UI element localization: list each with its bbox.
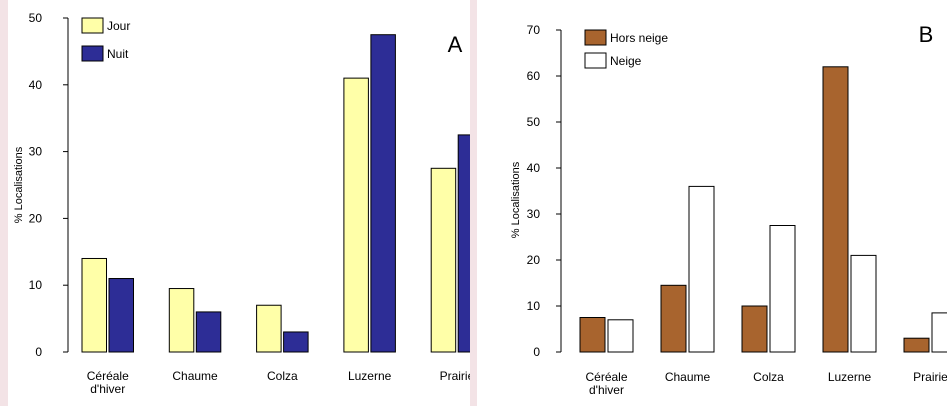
legend-label: Neige <box>610 54 642 68</box>
x-category-label: Colza <box>267 369 298 383</box>
panel-label: B <box>919 22 934 47</box>
bar <box>108 278 134 353</box>
bar <box>822 66 849 353</box>
x-category-label: Céréale <box>87 369 129 383</box>
legend-label: Jour <box>107 19 130 33</box>
legend-label: Hors neige <box>610 31 668 45</box>
y-tick-label: 60 <box>527 69 541 83</box>
bar <box>343 77 369 353</box>
x-category-label: Chaume <box>665 370 711 384</box>
x-category-label: Prairie <box>913 370 947 384</box>
x-category-label: d'hiver <box>589 383 624 397</box>
panel-background <box>8 0 470 406</box>
panel-label: A <box>448 32 463 57</box>
y-tick-label: 40 <box>29 78 43 92</box>
bar <box>457 134 470 353</box>
y-tick-label: 30 <box>29 145 43 159</box>
bar <box>903 337 930 353</box>
chart-panel-a: 0 10 20 30 40 50 % Localisations Céréaled'hiver… <box>8 0 470 406</box>
bar <box>660 284 687 353</box>
legend-swatch <box>81 17 104 34</box>
x-category-label: Céréale <box>585 370 627 384</box>
bar <box>931 312 947 353</box>
x-category-label: Prairie <box>440 369 470 383</box>
x-category-label: Colza <box>753 370 784 384</box>
bar <box>283 331 309 353</box>
y-tick-label: 50 <box>29 11 43 25</box>
legend-swatch <box>584 29 607 46</box>
y-tick-label: 10 <box>527 299 541 313</box>
chart-panel-b: 0 10 20 30 40 50 60 70 % Localisations Céréaled'h… <box>477 0 947 406</box>
bar <box>607 319 634 353</box>
bar <box>850 254 877 353</box>
y-tick-label: 50 <box>527 115 541 129</box>
legend-label: Nuit <box>107 47 129 61</box>
y-tick-label: 0 <box>35 345 42 359</box>
x-category-label: Luzerne <box>828 370 872 384</box>
bar <box>430 167 457 353</box>
y-tick-label: 70 <box>527 23 541 37</box>
x-category-label: Chaume <box>172 369 218 383</box>
legend-swatch <box>584 52 607 69</box>
bar <box>741 305 768 353</box>
y-axis-label: % Localisations <box>510 161 522 238</box>
bar <box>579 317 606 353</box>
bar <box>81 257 107 353</box>
bar <box>769 225 796 353</box>
y-tick-label: 0 <box>533 345 540 359</box>
bar <box>168 288 195 353</box>
bar <box>195 311 222 353</box>
x-category-label: Luzerne <box>348 369 392 383</box>
bar <box>370 34 396 353</box>
y-tick-label: 30 <box>527 207 541 221</box>
legend-swatch <box>81 45 104 62</box>
y-axis-label: % Localisations <box>13 146 25 223</box>
y-tick-label: 20 <box>29 211 43 225</box>
y-tick-label: 20 <box>527 253 541 267</box>
y-tick-label: 10 <box>29 278 43 292</box>
bar <box>688 185 715 353</box>
y-tick-label: 40 <box>527 161 541 175</box>
bar <box>256 304 282 353</box>
x-category-label: d'hiver <box>90 382 125 396</box>
